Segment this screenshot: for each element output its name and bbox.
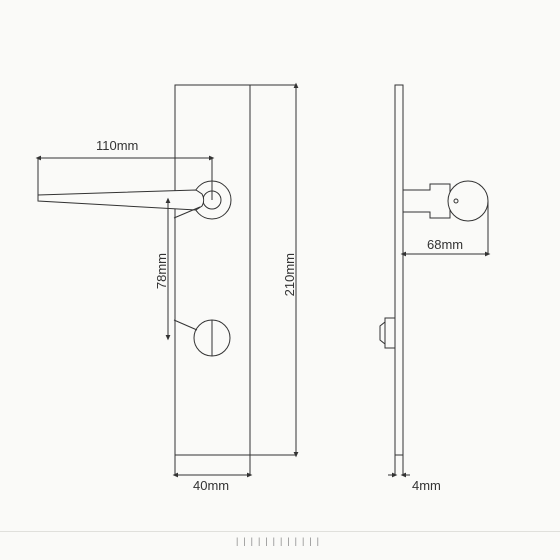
footer-bar: |||||||||||| [0, 531, 560, 554]
side-latch-bevel [380, 322, 385, 344]
label-plate-depth: 4mm [412, 478, 441, 493]
front-plate [175, 85, 250, 455]
side-latch [385, 318, 395, 348]
label-projection: 68mm [427, 237, 463, 252]
label-lever-length: 110mm [96, 138, 138, 153]
diagram-canvas: { "type": "technical-drawing", "backgrou… [0, 0, 560, 560]
side-lever-stem [403, 184, 450, 218]
label-plate-height: 210mm [282, 253, 297, 296]
label-plate-width: 40mm [193, 478, 229, 493]
side-plate [395, 85, 403, 455]
front-lever [38, 190, 204, 210]
drawing-svg [0, 0, 560, 560]
label-centres: 78mm [154, 253, 169, 289]
